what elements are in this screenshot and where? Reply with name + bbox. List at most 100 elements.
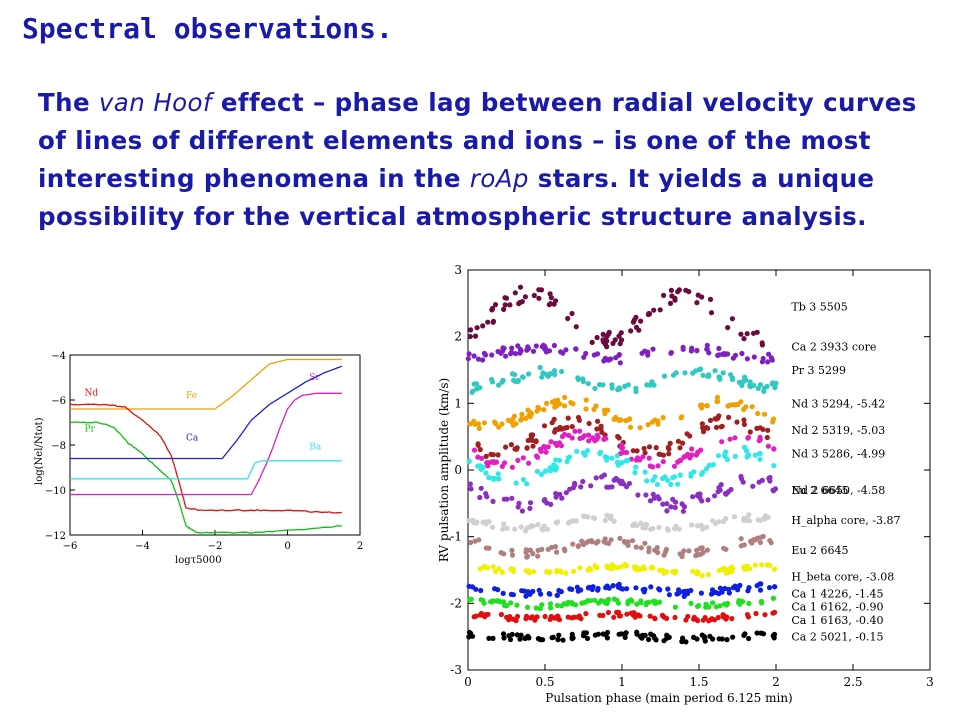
data-point — [652, 474, 658, 480]
data-point — [624, 484, 630, 490]
data-point — [523, 415, 529, 422]
data-point — [564, 424, 570, 431]
y-tick-label: −12 — [45, 531, 66, 542]
data-point — [515, 457, 521, 463]
data-point — [706, 462, 712, 468]
data-point — [712, 493, 718, 499]
data-point — [732, 435, 738, 441]
data-point — [580, 379, 587, 385]
data-point — [499, 569, 505, 575]
data-point — [510, 566, 516, 572]
data-point — [602, 517, 608, 524]
data-point — [635, 612, 641, 618]
data-point — [535, 404, 541, 410]
data-point — [513, 351, 519, 357]
data-point — [480, 597, 486, 604]
data-point — [609, 382, 615, 388]
data-point — [751, 382, 757, 388]
data-point — [594, 426, 600, 432]
data-point — [510, 416, 516, 422]
data-point — [729, 316, 736, 322]
data-point — [691, 614, 697, 621]
data-point — [535, 553, 541, 559]
data-point — [661, 373, 668, 379]
data-point — [757, 450, 763, 457]
data-point — [691, 616, 698, 622]
data-point — [694, 348, 700, 354]
data-point — [631, 610, 637, 616]
data-point — [742, 564, 749, 571]
data-point — [548, 468, 554, 474]
data-point — [747, 383, 753, 389]
data-point — [688, 473, 694, 479]
data-point — [771, 463, 777, 469]
data-point — [528, 410, 534, 416]
data-point — [625, 539, 631, 545]
data-point — [473, 586, 479, 592]
data-point — [616, 333, 622, 339]
data-point — [498, 550, 504, 556]
data-point — [555, 616, 561, 622]
series-points-10 — [477, 561, 778, 579]
data-point — [637, 613, 643, 619]
series-label-2: Pr 3 5299 — [791, 364, 846, 377]
data-point — [503, 353, 509, 359]
data-point — [682, 453, 688, 459]
data-point — [693, 368, 699, 374]
data-point — [490, 475, 496, 482]
data-point — [699, 471, 705, 477]
data-point — [519, 508, 526, 514]
data-point — [638, 600, 644, 606]
data-point — [480, 519, 486, 525]
data-point — [559, 495, 565, 501]
data-point — [483, 491, 489, 497]
data-point — [663, 569, 670, 575]
data-point — [667, 440, 673, 446]
data-point — [725, 568, 731, 574]
data-point — [608, 513, 614, 519]
data-point — [754, 630, 760, 636]
data-point — [689, 452, 695, 458]
data-point — [619, 478, 625, 484]
data-point — [716, 413, 722, 419]
data-point — [645, 311, 652, 318]
data-point — [576, 543, 582, 549]
data-point — [543, 349, 550, 355]
data-point — [522, 635, 528, 642]
data-point — [601, 472, 608, 478]
data-point — [622, 383, 628, 389]
data-point — [679, 501, 685, 507]
data-point — [528, 432, 534, 438]
data-point — [598, 474, 605, 480]
data-point — [552, 467, 559, 473]
data-point — [679, 553, 685, 560]
data-point — [508, 419, 514, 425]
data-point — [497, 599, 503, 605]
data-point — [526, 412, 532, 418]
data-point — [628, 597, 634, 603]
x-tick-label: 3 — [926, 675, 934, 689]
data-point — [640, 454, 646, 460]
data-point — [767, 478, 773, 484]
data-point — [729, 616, 735, 622]
data-point — [595, 538, 601, 545]
data-point — [697, 495, 703, 501]
data-point — [650, 346, 656, 352]
data-point — [772, 385, 778, 391]
data-point — [713, 604, 719, 610]
data-point — [605, 357, 611, 363]
data-point — [580, 435, 586, 441]
data-point — [675, 481, 681, 487]
data-point — [637, 457, 643, 463]
data-point — [558, 589, 564, 595]
data-point — [766, 475, 772, 481]
data-point — [588, 567, 594, 573]
data-point — [634, 601, 640, 607]
data-point — [600, 382, 606, 388]
data-point — [559, 426, 565, 432]
data-point — [681, 593, 687, 600]
data-point — [635, 455, 641, 461]
data-point — [654, 545, 660, 551]
data-point — [569, 634, 575, 641]
data-point — [569, 615, 575, 621]
